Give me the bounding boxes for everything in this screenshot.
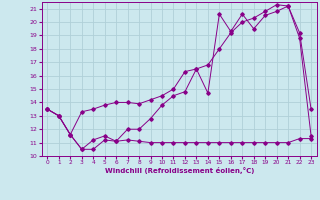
X-axis label: Windchill (Refroidissement éolien,°C): Windchill (Refroidissement éolien,°C) bbox=[105, 167, 254, 174]
